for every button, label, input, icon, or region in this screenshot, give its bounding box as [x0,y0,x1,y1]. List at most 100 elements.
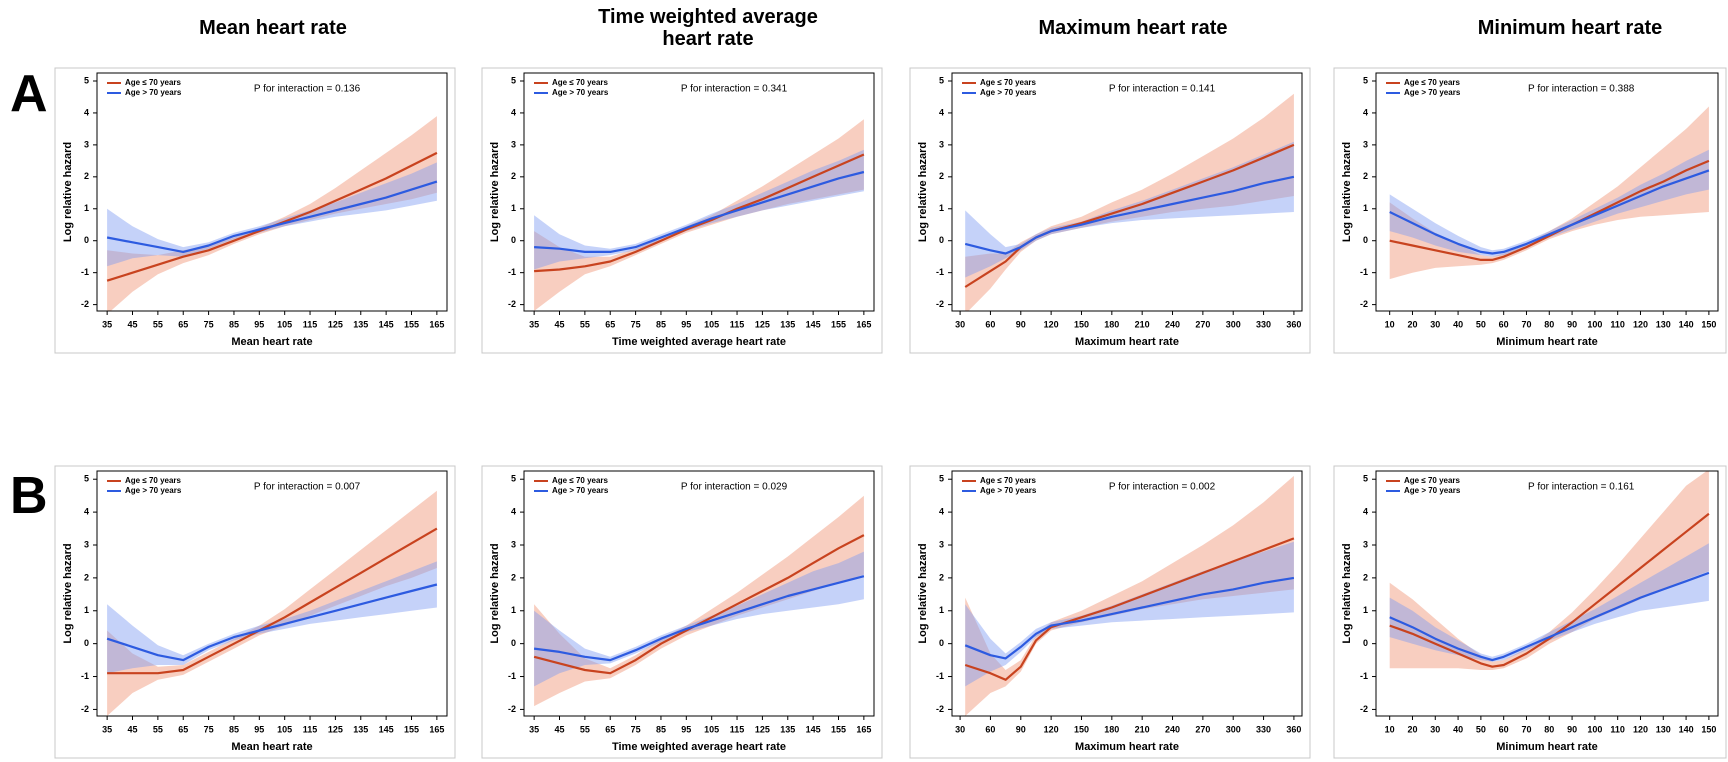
y-tick-label: 1 [511,203,516,213]
plot-frame [1375,72,1719,312]
x-tick-label: 45 [127,724,137,734]
confidence-band [107,561,437,674]
x-axis-label: Maximum heart rate [1075,741,1179,753]
x-axis-label: Minimum heart rate [1496,741,1597,753]
x-tick-label: 140 [1679,319,1694,329]
x-tick-label: 105 [704,319,719,329]
x-tick-label: 210 [1135,724,1150,734]
y-tick-label: -1 [81,671,89,681]
confidence-band [534,119,864,311]
y-tick-label: 5 [84,474,89,484]
column-title: Mean heart rate [199,17,347,39]
confidence-band [965,93,1294,311]
x-tick-label: 80 [1544,319,1554,329]
legend-label: Age > 70 years [125,486,182,495]
legend-label: Age ≤ 70 years [1404,78,1461,87]
plot-frame [951,72,1303,312]
y-tick-label: 5 [1363,474,1368,484]
x-tick-label: 155 [831,319,846,329]
y-tick-label: 4 [1363,506,1368,516]
spline-line [534,153,865,273]
x-tick-label: 90 [1016,319,1026,329]
y-tick-label: -1 [81,267,89,277]
annotation: P for interaction = 0.141 [1109,84,1216,95]
y-tick-label: -2 [936,704,944,714]
y-tick-label: -2 [936,299,944,309]
x-tick-label: 140 [1679,724,1694,734]
x-tick-label: 115 [730,319,745,329]
confidence-band [1389,471,1709,670]
y-tick-label: 0 [511,235,516,245]
column-title: Minimum heart rate [1477,17,1663,39]
x-axis-label: Mean heart rate [231,336,312,348]
x-tick-label: 150 [1701,724,1716,734]
x-tick-label: 10 [1385,319,1395,329]
legend-label: Age ≤ 70 years [980,78,1037,87]
x-tick-label: 125 [328,319,343,329]
y-tick-label: 3 [1363,539,1368,549]
x-tick-label: 80 [1544,724,1554,734]
legend-label: Age > 70 years [552,88,609,97]
x-tick-label: 90 [1567,724,1577,734]
x-tick-label: 85 [656,319,666,329]
spline-line [1389,512,1710,668]
x-tick-label: 145 [379,724,394,734]
x-tick-label: 105 [277,724,292,734]
x-tick-label: 115 [303,724,318,734]
x-tick-label: 50 [1476,724,1486,734]
plot-area [1389,471,1710,670]
spline-line [1389,571,1710,662]
legend-label: Age ≤ 70 years [125,78,182,87]
x-tick-label: 120 [1044,724,1059,734]
x-tick-label: 90 [1567,319,1577,329]
x-tick-label: 95 [681,724,691,734]
y-tick-label: 4 [84,107,89,117]
y-tick-label: 5 [511,474,516,484]
x-tick-label: 95 [681,319,691,329]
x-tick-label: 110 [1610,724,1625,734]
y-tick-label: 5 [939,75,944,85]
y-tick-label: 1 [939,203,944,213]
x-tick-label: 240 [1165,724,1180,734]
y-tick-label: -2 [81,299,89,309]
x-tick-label: 135 [780,319,795,329]
y-axis-label: Log relative hazard [1341,543,1353,643]
spline-line [106,180,438,253]
x-tick-label: 90 [1016,724,1026,734]
x-tick-label: 125 [328,724,343,734]
y-tick-label: 2 [1363,572,1368,582]
y-tick-label: 4 [939,506,944,516]
x-tick-label: 360 [1286,724,1301,734]
y-tick-label: -1 [1360,267,1368,277]
x-tick-label: 35 [529,724,539,734]
spline-line [964,537,1295,681]
y-tick-label: -1 [936,267,944,277]
x-tick-label: 20 [1407,724,1417,734]
x-tick-label: 35 [102,724,112,734]
annotation: P for interaction = 0.388 [1528,84,1635,95]
x-tick-label: 100 [1587,319,1602,329]
x-tick-label: 30 [1430,724,1440,734]
x-tick-label: 85 [656,724,666,734]
x-tick-label: 125 [755,724,770,734]
y-tick-label: 1 [511,605,516,615]
x-tick-label: 10 [1385,724,1395,734]
legend-label: Age > 70 years [1404,88,1461,97]
confidence-band [534,495,864,707]
x-tick-label: 135 [353,319,368,329]
plot-area [106,490,438,716]
x-tick-label: 65 [178,319,188,329]
x-tick-label: 150 [1074,319,1089,329]
x-tick-label: 70 [1521,319,1531,329]
legend-label: Age > 70 years [980,88,1037,97]
x-tick-label: 155 [831,724,846,734]
x-tick-label: 155 [404,319,419,329]
x-tick-label: 100 [1587,724,1602,734]
x-tick-label: 180 [1104,319,1119,329]
x-tick-label: 65 [605,319,615,329]
y-tick-label: 4 [511,506,516,516]
x-tick-label: 30 [1430,319,1440,329]
x-axis-label: Minimum heart rate [1496,336,1597,348]
y-tick-label: 2 [1363,171,1368,181]
x-tick-label: 240 [1165,319,1180,329]
